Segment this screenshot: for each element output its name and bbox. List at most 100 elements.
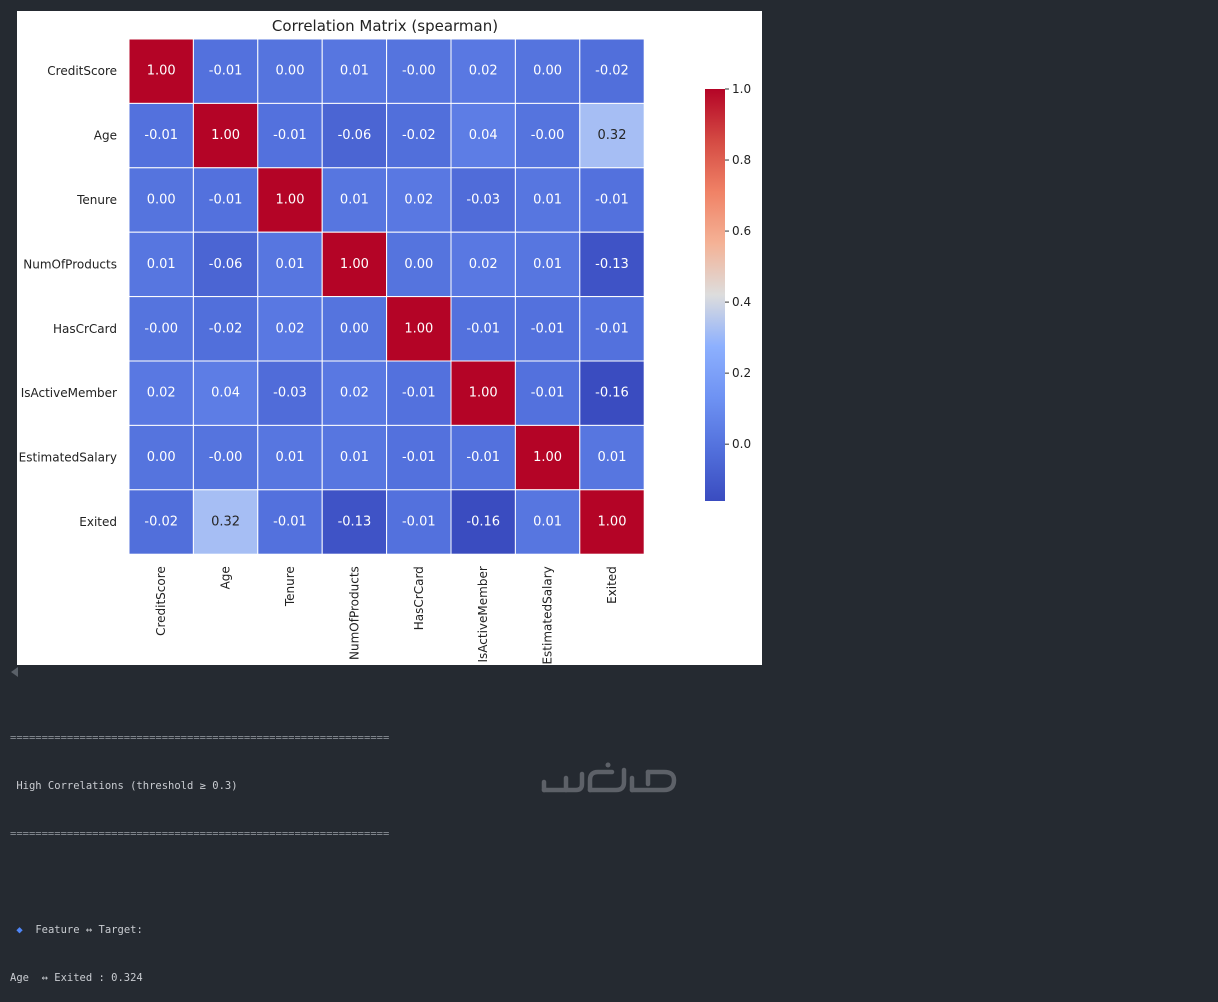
cell-value-label: -0.13	[595, 257, 629, 272]
heatmap-cell	[514, 360, 581, 426]
cell-value-label: -0.01	[273, 515, 307, 530]
heatmap-cell	[450, 360, 516, 426]
cell-value-label: 0.32	[211, 515, 240, 530]
cell-value-label: -0.03	[273, 386, 307, 401]
cell-value-label: 0.02	[469, 64, 498, 79]
heatmap-cell	[450, 296, 516, 362]
heatmap-cell	[192, 360, 259, 426]
cell-value-label: -0.01	[402, 386, 436, 401]
heatmap-cell	[579, 360, 645, 426]
heatmap-cell	[192, 38, 259, 104]
heatmap-cell	[386, 296, 452, 362]
cell-value-label: -0.01	[209, 64, 243, 79]
cell-value-label: 0.01	[147, 257, 176, 272]
heatmap-cell	[579, 102, 645, 169]
x-tick-label: EstimatedSalary	[541, 566, 555, 664]
cell-value-label: 0.00	[147, 450, 176, 465]
cell-value-label: 0.02	[340, 386, 369, 401]
heatmap-cell	[579, 167, 645, 233]
heatmap-cell	[386, 489, 452, 555]
heatmap-cell	[192, 424, 259, 491]
cell-value-label: 0.01	[340, 450, 369, 465]
heatmap-cell	[128, 231, 194, 298]
cell-value-label: -0.01	[144, 128, 178, 143]
heatmap-cell	[514, 296, 581, 362]
heatmap-cell	[257, 360, 323, 426]
colorbar-tick-label: 1.0	[732, 82, 751, 96]
heatmap-cell	[257, 231, 323, 298]
heatmap-cell	[579, 489, 645, 555]
cell-value-label: 0.01	[276, 450, 305, 465]
y-tick-label: Exited	[79, 515, 117, 529]
heatmap-cell	[321, 167, 388, 233]
heatmap-cell	[514, 231, 581, 298]
heatmap-cell	[579, 296, 645, 362]
x-tick-label: NumOfProducts	[347, 566, 361, 660]
cell-value-label: -0.13	[338, 515, 372, 530]
heatmap-cells: 1.00 -0.01 0.00 0.01 -0.00 0.02 0.00 -0.02 -0.01…	[128, 38, 645, 555]
cell-value-label: 0.00	[340, 321, 369, 336]
heatmap-cell	[579, 424, 645, 491]
heatmap-cell	[257, 167, 323, 233]
cell-value-label: -0.01	[531, 321, 565, 336]
colorbar-tick-label: 0.8	[732, 153, 751, 167]
cell-value-label: 1.00	[276, 193, 305, 208]
cell-value-label: -0.01	[402, 450, 436, 465]
cell-value-label: -0.01	[595, 193, 629, 208]
section-line: ◆ Feature ↔ Target:	[10, 922, 530, 938]
cell-value-label: 0.02	[276, 321, 305, 336]
cell-value-label: -0.02	[144, 515, 178, 530]
output-console: ========================================…	[10, 698, 530, 1002]
cell-value-label: -0.01	[466, 321, 500, 336]
x-tick-label: Tenure	[283, 566, 297, 607]
cell-value-label: -0.16	[466, 515, 500, 530]
cell-value-label: 0.02	[469, 257, 498, 272]
cell-value-label: 1.00	[533, 450, 562, 465]
y-tick-label: HasCrCard	[53, 322, 117, 336]
scroll-left-arrow-icon[interactable]	[11, 667, 18, 677]
cell-value-label: 1.00	[469, 386, 498, 401]
x-tick-label: IsActiveMember	[476, 566, 490, 662]
cell-value-label: 0.04	[469, 128, 498, 143]
section-label: Feature ↔ Target:	[35, 924, 143, 936]
chart-title: Correlation Matrix (spearman)	[272, 17, 498, 35]
cell-value-label: 0.01	[340, 193, 369, 208]
cell-value-label: -0.01	[466, 450, 500, 465]
cell-value-label: 1.00	[147, 64, 176, 79]
heatmap-cell	[386, 231, 452, 298]
cell-value-label: 0.04	[211, 386, 240, 401]
cell-value-label: -0.02	[402, 128, 436, 143]
cell-value-label: -0.02	[209, 321, 243, 336]
heatmap-cell	[257, 489, 323, 555]
y-tick-label: NumOfProducts	[23, 257, 117, 271]
heatmap-cell	[321, 296, 388, 362]
heatmap-cell	[128, 424, 194, 491]
y-axis-labels: CreditScore Age Tenure NumOfProducts HasCrCa…	[19, 64, 117, 529]
cell-value-label: 0.02	[404, 193, 433, 208]
cell-value-label: -0.01	[595, 321, 629, 336]
cell-value-label: -0.02	[595, 64, 629, 79]
heatmap-cell	[321, 231, 388, 298]
result-line: Age ↔ Exited : 0.324	[10, 972, 143, 984]
cell-value-label: -0.00	[209, 450, 243, 465]
colorbar-gradient	[705, 89, 725, 501]
cell-value-label: 1.00	[211, 128, 240, 143]
chart-figure: Correlation Matrix (spearman) 1.00 -0.01 0…	[17, 11, 762, 665]
separator-line: ========================================…	[10, 732, 390, 744]
cell-value-label: -0.01	[531, 386, 565, 401]
cell-value-label: 0.02	[147, 386, 176, 401]
x-tick-label: CreditScore	[154, 566, 168, 636]
cell-value-label: -0.00	[402, 64, 436, 79]
cell-value-label: -0.01	[273, 128, 307, 143]
blank-line	[10, 874, 530, 890]
heatmap-cell	[128, 489, 194, 555]
cell-value-label: 0.00	[147, 193, 176, 208]
heatmap-cell	[386, 167, 452, 233]
cell-value-label: -0.16	[595, 386, 629, 401]
cell-value-label: 1.00	[404, 321, 433, 336]
heatmap-cell	[450, 38, 516, 104]
watermark-logo-icon	[541, 762, 677, 793]
colorbar: 1.0 0.8 0.6 0.4 0.2 0.0	[705, 82, 751, 501]
heatmap-cell	[386, 360, 452, 426]
y-tick-label: Tenure	[76, 193, 117, 207]
